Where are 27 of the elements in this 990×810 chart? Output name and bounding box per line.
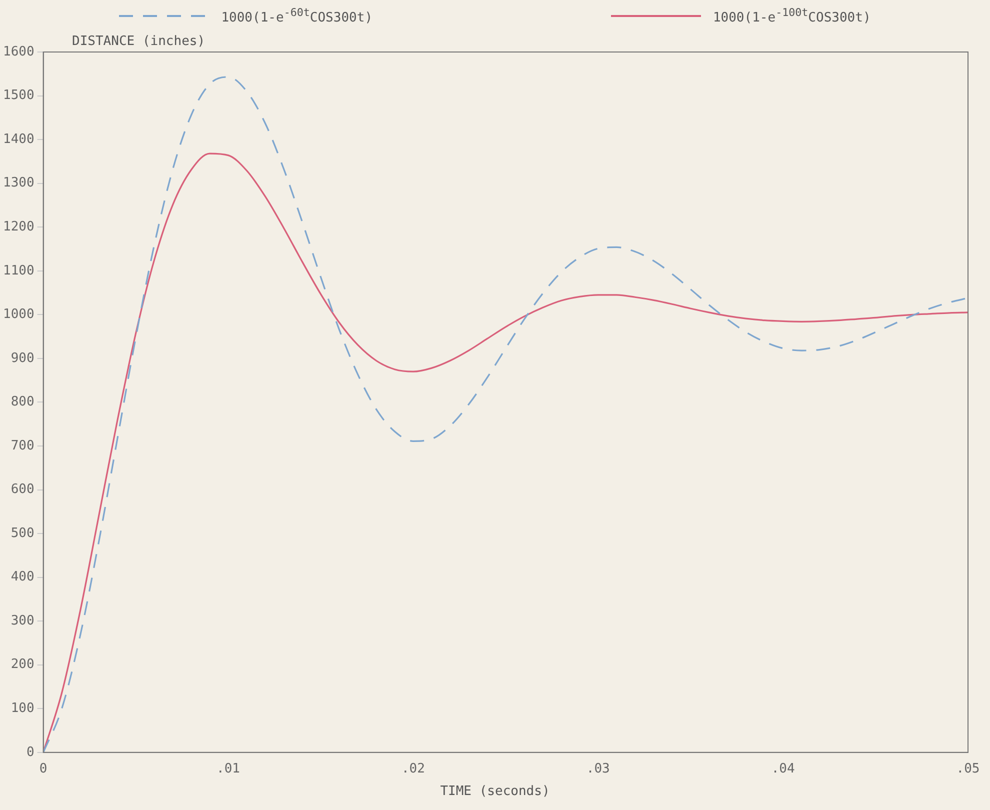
y-tick-label: 100	[10, 701, 34, 716]
x-tick-label: .04	[771, 762, 795, 777]
y-tick-label: 1300	[2, 176, 34, 191]
x-tick-label: .02	[401, 762, 425, 777]
y-tick-label: 1500	[2, 88, 34, 104]
y-tick-label: 0	[26, 744, 34, 760]
y-tick-label: 900	[10, 350, 34, 366]
y-tick-label: 400	[10, 570, 34, 585]
y-tick-label: 700	[10, 438, 34, 454]
y-tick-label: 600	[10, 482, 34, 498]
y-tick-label: 200	[10, 657, 34, 672]
x-tick-label: .03	[586, 762, 610, 777]
x-tick-label: .05	[956, 762, 980, 777]
y-tick-label: 1000	[2, 307, 34, 322]
legend-label: 1000(1-e$^{-100t}$COS300t)	[712, 6, 871, 26]
y-tick-label: 1200	[2, 219, 34, 234]
y-axis-title: DISTANCE (inches)	[72, 34, 206, 49]
y-tick-label: 1400	[2, 132, 34, 147]
x-tick-label: .01	[216, 762, 240, 777]
y-tick-label: 1100	[2, 263, 34, 278]
legend-label: 1000(1-e$^{-60t}$COS300t)	[221, 6, 373, 26]
y-tick-label: 500	[10, 526, 34, 541]
y-tick-label: 800	[10, 394, 34, 410]
y-tick-label: 1600	[2, 44, 34, 60]
x-tick-label: 0	[39, 762, 48, 777]
y-tick-label: 300	[10, 613, 34, 628]
x-axis-title: TIME (seconds)	[439, 784, 551, 799]
